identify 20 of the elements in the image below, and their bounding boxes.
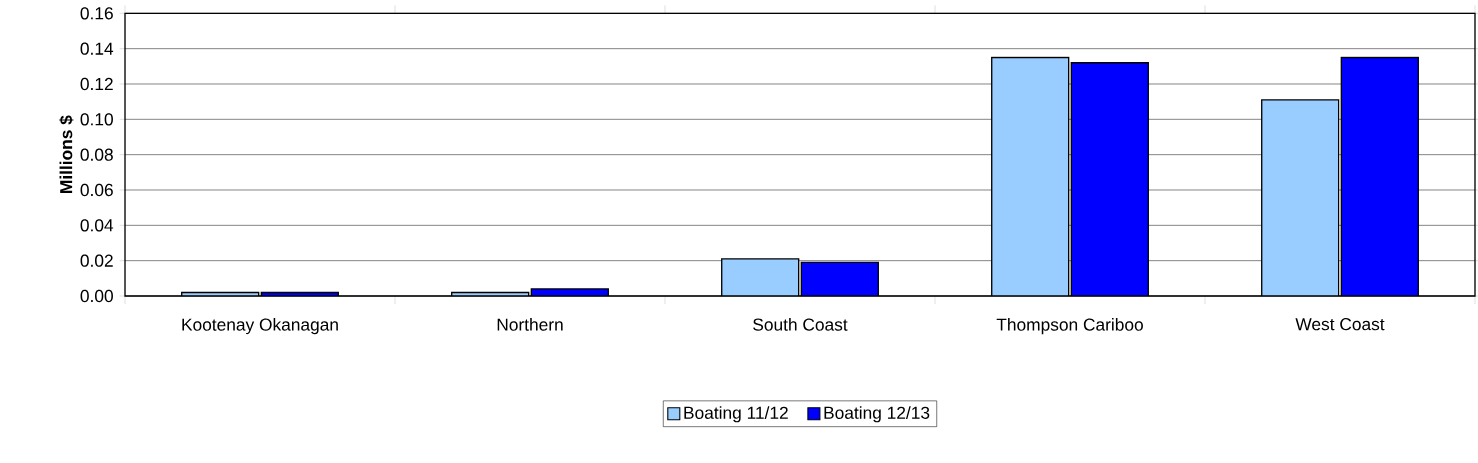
legend-label: Boating 11/12 (684, 406, 788, 423)
bar (1340, 57, 1419, 297)
x-tick-label: Thompson Cariboo (996, 318, 1143, 335)
y-tick-label: 0.02 (80, 254, 113, 267)
y-tick-label: 0.00 (80, 290, 113, 303)
y-tick-label: 0.08 (80, 148, 113, 161)
y-tick-label: 0.06 (80, 184, 113, 197)
x-tick-label: West Coast (1295, 318, 1385, 331)
y-tick-label: 0.16 (80, 7, 113, 20)
x-tick-label: South Coast (753, 318, 848, 331)
y-tick-label: 0.14 (80, 42, 114, 55)
x-tick-label: Northern (497, 318, 563, 331)
y-axis-title: Millions $ (59, 115, 74, 194)
legend-label: Boating 12/13 (824, 406, 930, 423)
y-tick-label: 0.10 (80, 113, 113, 126)
bar (1070, 62, 1149, 297)
x-tick-label: Kootenay Okanagan (182, 318, 338, 335)
bar (800, 261, 879, 297)
y-tick-label: 0.04 (80, 219, 114, 232)
y-tick-label: 0.12 (80, 78, 113, 91)
